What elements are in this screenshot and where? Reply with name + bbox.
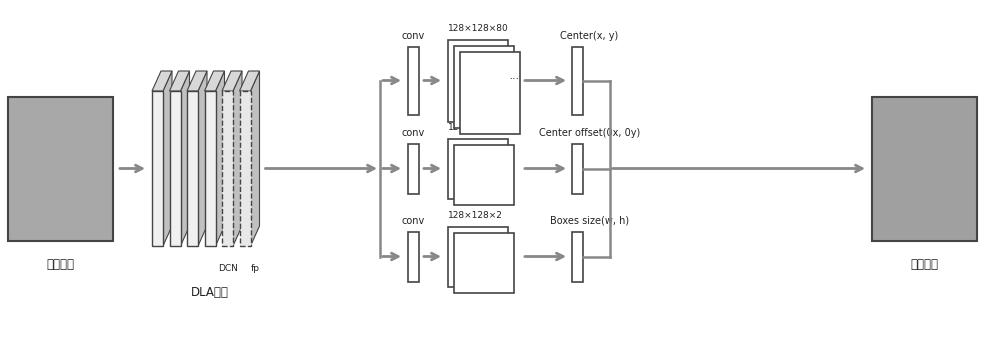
Polygon shape: [222, 71, 242, 91]
Text: 128×128×2: 128×128×2: [448, 123, 503, 131]
Polygon shape: [163, 71, 172, 246]
Text: Center(x, y): Center(x, y): [560, 31, 619, 40]
Polygon shape: [233, 71, 242, 246]
Polygon shape: [205, 71, 224, 91]
Text: fp: fp: [251, 264, 260, 273]
Bar: [454, 233, 514, 293]
Polygon shape: [198, 71, 207, 246]
Polygon shape: [152, 71, 172, 91]
Text: 输出结果: 输出结果: [911, 257, 939, 271]
Text: DLA网络: DLA网络: [191, 286, 229, 299]
Polygon shape: [240, 71, 260, 91]
Bar: [448, 139, 508, 198]
Polygon shape: [250, 71, 260, 246]
Bar: [408, 144, 419, 193]
Bar: [8, 96, 113, 241]
Bar: [152, 91, 163, 246]
Text: 128×128×80: 128×128×80: [448, 24, 509, 32]
Polygon shape: [215, 71, 224, 246]
Text: Center offset(0x, 0y): Center offset(0x, 0y): [539, 127, 640, 137]
Bar: [448, 226, 508, 286]
Text: DCN: DCN: [219, 264, 238, 273]
Text: conv: conv: [402, 127, 425, 137]
Bar: [240, 91, 250, 246]
Bar: [448, 39, 508, 122]
Bar: [170, 91, 180, 246]
Bar: [572, 232, 583, 281]
Bar: [454, 145, 514, 205]
Polygon shape: [181, 71, 190, 246]
Text: Boxes size(w, h): Boxes size(w, h): [550, 215, 629, 225]
Bar: [408, 232, 419, 281]
Bar: [572, 144, 583, 193]
Text: 128×128×2: 128×128×2: [448, 211, 503, 219]
Bar: [454, 45, 514, 127]
Text: conv: conv: [402, 215, 425, 225]
Bar: [222, 91, 233, 246]
Bar: [205, 91, 216, 246]
Polygon shape: [187, 71, 207, 91]
Text: conv: conv: [402, 31, 425, 40]
Bar: [408, 47, 419, 115]
Bar: [872, 96, 977, 241]
Polygon shape: [170, 71, 190, 91]
Bar: [187, 91, 198, 246]
Bar: [460, 52, 520, 133]
Text: 输入图片: 输入图片: [46, 257, 74, 271]
Bar: [572, 47, 583, 115]
Text: ...: ...: [510, 70, 520, 81]
